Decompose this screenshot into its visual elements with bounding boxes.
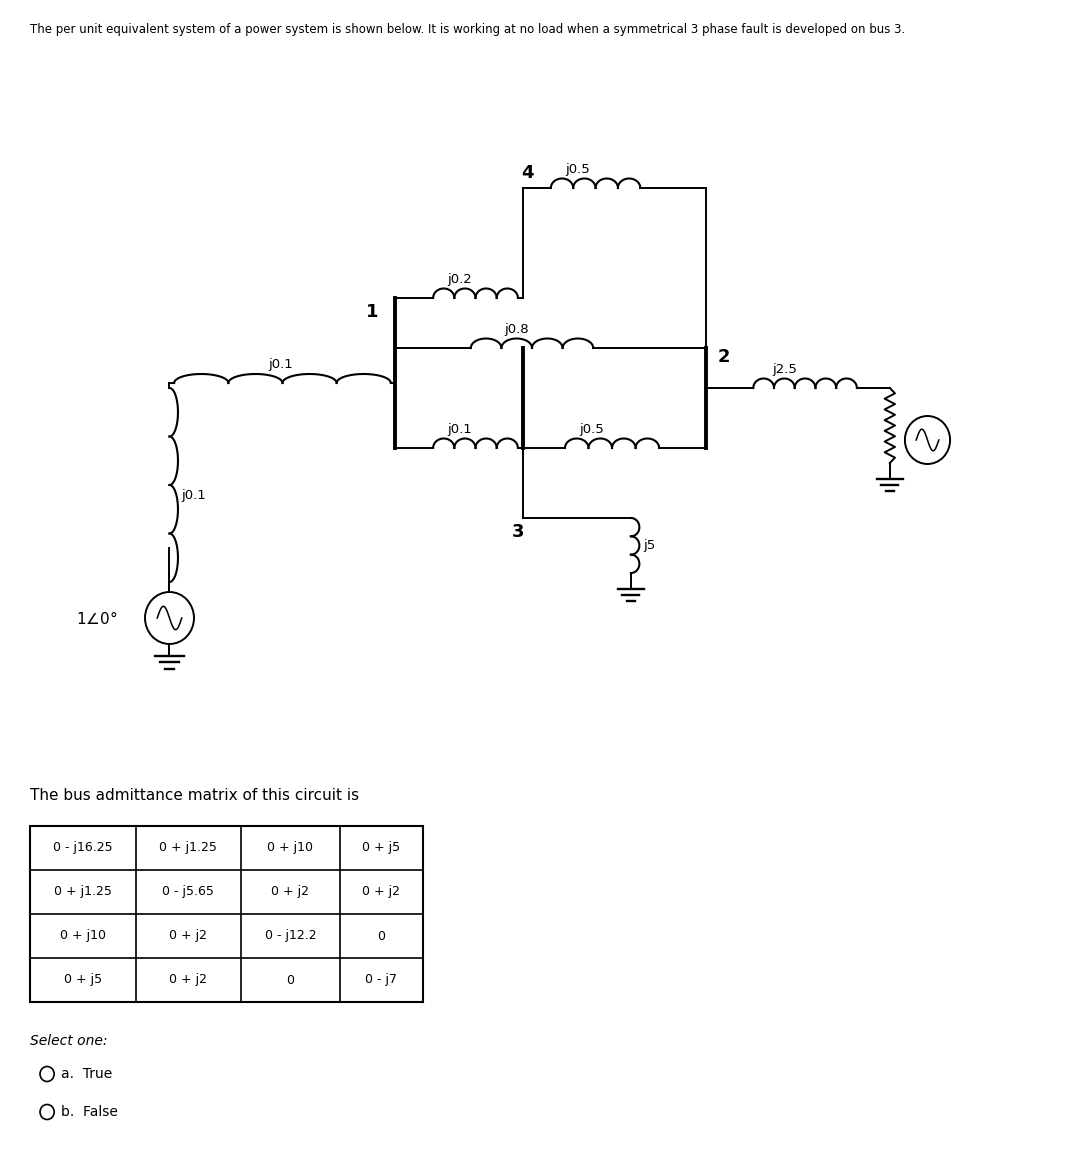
Text: The bus admittance matrix of this circuit is: The bus admittance matrix of this circui… (30, 788, 360, 804)
Text: 0 + j2: 0 + j2 (170, 973, 207, 987)
Text: 0 - j12.2: 0 - j12.2 (265, 930, 316, 943)
Text: 0 + j1.25: 0 + j1.25 (160, 841, 217, 855)
Text: b.  False: b. False (62, 1105, 118, 1119)
Text: j0.1: j0.1 (268, 359, 293, 371)
Text: 3: 3 (512, 523, 524, 541)
Text: 4: 4 (521, 164, 534, 182)
Text: j0.8: j0.8 (503, 324, 528, 336)
Text: 0 + j10: 0 + j10 (268, 841, 313, 855)
Text: 0 + j2: 0 + j2 (363, 885, 401, 898)
Text: j5: j5 (643, 538, 656, 552)
Text: j2.5: j2.5 (772, 363, 797, 376)
Text: 2: 2 (717, 348, 730, 366)
Text: 1: 1 (366, 303, 378, 321)
Text: 0 + j1.25: 0 + j1.25 (54, 885, 112, 898)
Text: 1$\angle$0°: 1$\angle$0° (77, 610, 118, 626)
FancyBboxPatch shape (30, 826, 422, 1002)
Text: 0 + j2: 0 + j2 (170, 930, 207, 943)
Text: j0.5: j0.5 (579, 423, 604, 436)
Text: j0.2: j0.2 (447, 273, 472, 286)
Text: 0 - j16.25: 0 - j16.25 (53, 841, 112, 855)
Text: 0 + j5: 0 + j5 (64, 973, 102, 987)
Text: 0: 0 (377, 930, 386, 943)
Text: a.  True: a. True (62, 1068, 112, 1082)
Text: 0 - j5.65: 0 - j5.65 (162, 885, 214, 898)
Text: 0 + j10: 0 + j10 (59, 930, 106, 943)
Text: The per unit equivalent system of a power system is shown below. It is working a: The per unit equivalent system of a powe… (30, 23, 905, 36)
Text: j0.1: j0.1 (447, 423, 472, 436)
Text: 0 + j5: 0 + j5 (362, 841, 401, 855)
Text: 0 + j2: 0 + j2 (271, 885, 310, 898)
Text: j0.5: j0.5 (565, 164, 590, 176)
Text: Select one:: Select one: (30, 1034, 108, 1048)
Text: j0.1: j0.1 (180, 488, 205, 501)
Text: 0: 0 (286, 973, 295, 987)
Text: 0 - j7: 0 - j7 (365, 973, 397, 987)
